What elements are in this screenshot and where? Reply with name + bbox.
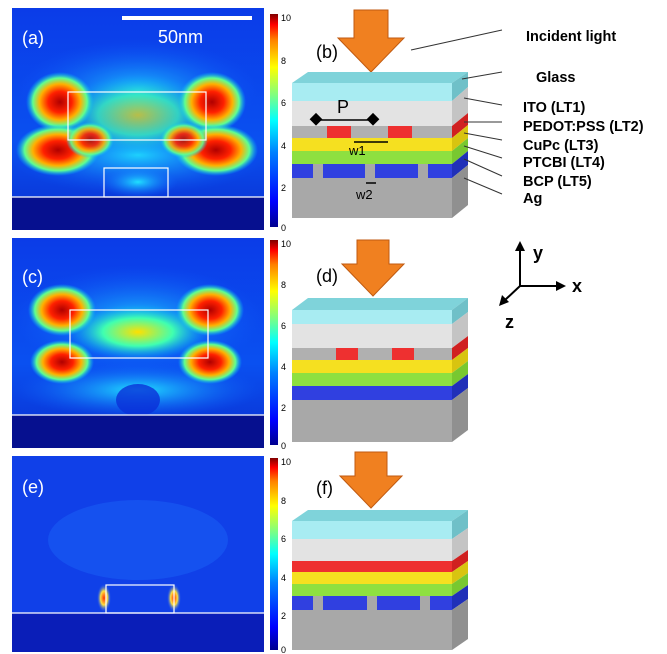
ag-layer	[292, 400, 452, 442]
pedot-ridge	[327, 126, 351, 138]
panel-label-a: (a)	[22, 28, 44, 48]
ptcbi-layer	[292, 584, 452, 596]
ag-grating	[313, 164, 323, 178]
colorbar-tick: 4	[281, 141, 286, 151]
colorbar-gradient	[270, 240, 278, 445]
panel-label-d: (d)	[316, 266, 338, 286]
colorbar-tick: 10	[281, 13, 291, 23]
colorbar-tick: 8	[281, 56, 286, 66]
colorbar-tick: 6	[281, 321, 286, 331]
colorbar-tick: 8	[281, 280, 286, 290]
cupc-layer	[292, 360, 452, 373]
scale-bar-label: 50nm	[158, 27, 203, 47]
colorbar-tick: 10	[281, 239, 291, 249]
ptcbi-layer	[292, 151, 452, 164]
pedot-layer	[292, 561, 452, 572]
colorbar-tick: 2	[281, 611, 286, 621]
device-b: P w1 w2	[292, 9, 468, 218]
ag-layer	[292, 178, 452, 218]
w2-label: w2	[355, 187, 373, 202]
ag-grating	[420, 596, 430, 610]
colorbar-tick: 0	[281, 645, 286, 654]
incident-arrow	[336, 9, 406, 73]
colorbar-c: 10 8 6 4 2 0	[270, 239, 291, 451]
colorbar-gradient	[270, 14, 278, 227]
glass-layer	[292, 310, 452, 324]
colorbar-tick: 4	[281, 362, 286, 372]
x-axis-label: x	[572, 276, 582, 296]
ito-layer	[292, 324, 452, 348]
ito-layer	[292, 539, 452, 561]
layer-annotations: Incident light Glass ITO (LT1) PEDOT:PSS…	[410, 29, 644, 207]
colorbar-tick: 8	[281, 496, 286, 506]
panel-label-e: (e)	[22, 477, 44, 497]
field-map-a	[12, 8, 264, 230]
pedot-layer	[292, 126, 452, 138]
colorbar-gradient	[270, 458, 278, 650]
colorbar-tick: 2	[281, 403, 286, 413]
period-label: P	[337, 97, 349, 117]
glass-top-face	[292, 72, 468, 83]
colorbar-e: 10 8 6 4 2 0	[270, 457, 291, 654]
field-map-c	[12, 238, 264, 448]
substrate-region	[12, 197, 264, 230]
colorbar-tick: 0	[281, 441, 286, 451]
glass-label: Glass	[536, 70, 576, 86]
colorbar-tick: 6	[281, 534, 286, 544]
colorbar-a: 10 8 6 4 2 0	[270, 13, 291, 233]
panel-label-f: (f)	[316, 478, 333, 498]
ridge-outline	[67, 91, 207, 141]
cupc-layer	[292, 138, 452, 151]
incident-light-label: Incident light	[526, 29, 616, 45]
ag-label: Ag	[523, 191, 542, 207]
pedot-ridge	[392, 348, 414, 360]
ridge-outline	[69, 309, 209, 359]
ag-grating	[418, 164, 428, 178]
bcp-label: BCP (LT5)	[523, 174, 592, 190]
colorbar-tick: 10	[281, 457, 291, 467]
ag-grating	[365, 164, 375, 178]
ptcbi-label: PTCBI (LT4)	[523, 155, 605, 171]
incident-arrow	[340, 239, 406, 297]
colorbar-tick: 2	[281, 183, 286, 193]
ag-grating	[367, 596, 377, 610]
ito-label: ITO (LT1)	[523, 100, 585, 116]
axes-indicator: y x z	[499, 241, 582, 332]
ag-layer	[292, 610, 452, 650]
y-axis-label: y	[533, 243, 543, 263]
substrate-region	[12, 415, 264, 448]
panel-label-b: (b)	[316, 42, 338, 62]
pedot-layer	[292, 348, 452, 360]
glass-layer	[292, 83, 452, 101]
cupc-label: CuPc (LT3)	[523, 138, 599, 154]
w1-label: w1	[348, 143, 366, 158]
pedot-ridge	[336, 348, 358, 360]
colorbar-tick: 0	[281, 223, 286, 233]
ag-grating	[313, 596, 323, 610]
bcp-layer	[292, 386, 452, 400]
device-d	[292, 239, 468, 442]
pedot-ridge	[388, 126, 412, 138]
glass-layer	[292, 521, 452, 539]
ptcbi-layer	[292, 373, 452, 386]
cupc-layer	[292, 572, 452, 584]
colorbar-tick: 6	[281, 98, 286, 108]
pedot-label: PEDOT:PSS (LT2)	[523, 119, 644, 135]
incident-arrow	[338, 451, 404, 509]
field-map-e	[12, 456, 264, 652]
z-axis-label: z	[505, 312, 514, 332]
device-f	[292, 451, 468, 650]
panel-label-c: (c)	[22, 267, 43, 287]
colorbar-tick: 4	[281, 573, 286, 583]
substrate-region	[12, 613, 264, 652]
